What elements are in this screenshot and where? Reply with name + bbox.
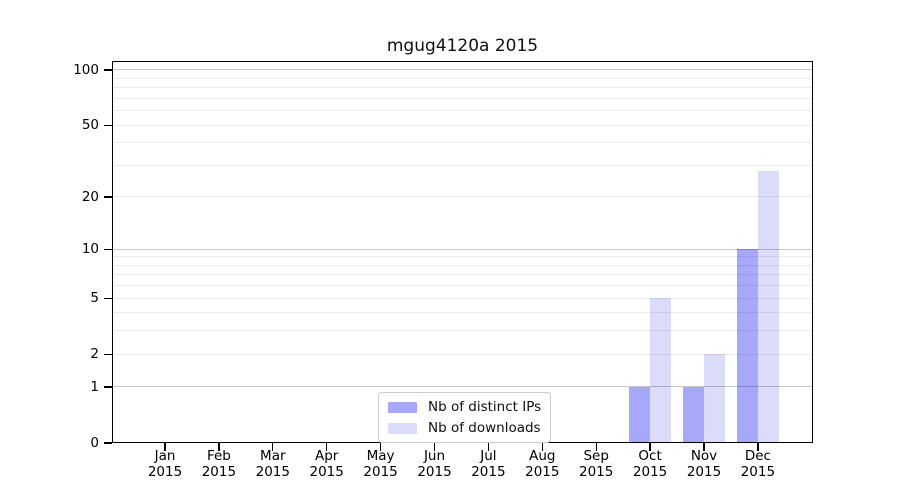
plot-area xyxy=(112,61,813,443)
y-tick-label: 0 xyxy=(90,435,99,451)
gridline-minor xyxy=(112,77,813,79)
y-tick-label: 5 xyxy=(90,290,99,307)
gridline-major xyxy=(112,386,813,388)
x-tick-label: Oct 2015 xyxy=(632,448,668,480)
x-tick-label: Jul 2015 xyxy=(471,448,506,480)
x-tick-mark xyxy=(649,443,651,451)
x-tick-mark xyxy=(541,443,543,451)
x-tick-mark xyxy=(326,443,328,451)
gridline-minor xyxy=(112,164,813,166)
y-tick-label: 10 xyxy=(81,241,99,258)
gridline-minor xyxy=(112,110,813,112)
y-tick-mark xyxy=(104,196,112,198)
legend-swatch-downloads xyxy=(388,422,417,434)
x-tick-mark xyxy=(218,443,220,451)
bar-downloads xyxy=(650,298,672,443)
legend-label-distinct-ips: Nb of distinct IPs xyxy=(428,398,542,415)
gridline-minor xyxy=(112,285,813,287)
gridline-minor xyxy=(112,274,813,276)
bar-distinct-ips xyxy=(629,386,651,443)
bar-downloads xyxy=(757,170,779,443)
gridline-minor xyxy=(112,97,813,99)
x-tick-label: Mar 2015 xyxy=(255,448,290,480)
x-tick-mark xyxy=(433,443,436,451)
x-tick-label: May 2015 xyxy=(363,448,398,480)
gridline-minor xyxy=(112,330,813,332)
y-tick-mark xyxy=(104,353,112,355)
gridline-major xyxy=(112,248,813,250)
y-tick-mark xyxy=(104,248,112,250)
x-tick-mark xyxy=(272,443,274,451)
gridline-minor xyxy=(112,297,813,299)
bar-distinct-ips xyxy=(683,386,704,443)
gridline-minor xyxy=(112,196,813,198)
y-tick-mark xyxy=(104,442,112,444)
x-tick-mark xyxy=(703,443,705,451)
gridline-minor xyxy=(112,256,813,258)
y-tick-mark xyxy=(104,69,112,71)
y-tick-label: 2 xyxy=(90,346,99,363)
y-tick-label: 1 xyxy=(90,378,99,395)
legend-entry-distinct-ips: Nb of distinct IPs xyxy=(388,398,541,416)
x-tick-label: Sep 2015 xyxy=(579,448,614,480)
gridline-major xyxy=(112,69,813,71)
gridline-minor xyxy=(112,353,813,355)
legend-entry-downloads: Nb of downloads xyxy=(388,419,541,437)
x-tick-label: Apr 2015 xyxy=(309,448,344,480)
chart-title: mgug4120a 2015 xyxy=(386,36,539,56)
y-tick-mark xyxy=(104,124,112,126)
x-tick-label: Nov 2015 xyxy=(686,448,722,480)
gridline-minor xyxy=(112,264,813,266)
y-tick-mark xyxy=(104,297,112,299)
x-tick-mark xyxy=(757,443,759,451)
x-tick-label: Jun 2015 xyxy=(417,448,452,480)
x-tick-mark xyxy=(487,443,490,451)
y-tick-label: 50 xyxy=(81,117,99,134)
gridline-minor xyxy=(112,124,813,126)
gridline-minor xyxy=(112,312,813,314)
gridline-minor xyxy=(112,87,813,89)
legend-label-downloads: Nb of downloads xyxy=(428,419,541,436)
y-tick-mark xyxy=(104,386,112,388)
legend: Nb of distinct IPs Nb of downloads xyxy=(378,392,552,443)
bar-distinct-ips xyxy=(736,249,758,443)
x-tick-mark xyxy=(595,443,597,451)
gridline-minor xyxy=(112,142,813,144)
x-tick-label: Jan 2015 xyxy=(147,448,183,480)
legend-swatch-distinct-ips xyxy=(388,401,417,413)
x-tick-label: Feb 2015 xyxy=(201,448,237,480)
bar-downloads xyxy=(704,354,725,443)
x-tick-label: Aug 2015 xyxy=(525,448,560,480)
x-tick-mark xyxy=(379,443,382,451)
y-tick-label: 20 xyxy=(81,188,99,205)
y-tick-label: 100 xyxy=(73,61,99,78)
x-tick-mark xyxy=(164,443,166,451)
x-tick-label: Dec 2015 xyxy=(740,448,776,480)
